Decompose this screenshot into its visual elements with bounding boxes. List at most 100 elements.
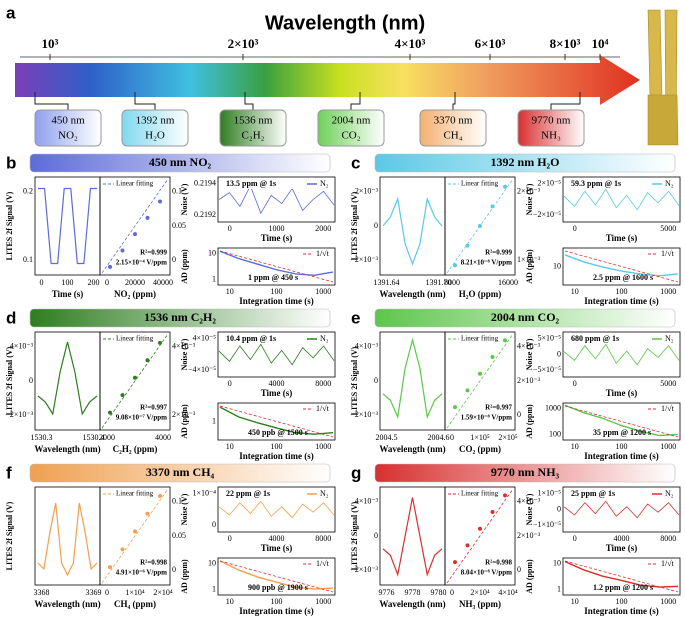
plot-frame bbox=[379, 331, 446, 431]
legend-label: 1/√t bbox=[661, 404, 675, 413]
panel-label: f bbox=[6, 463, 12, 482]
panel-label: g bbox=[351, 463, 361, 482]
x-tick-label: 10 bbox=[571, 442, 579, 451]
ad-line bbox=[564, 254, 679, 277]
wavelength-tick: 10³ bbox=[42, 36, 59, 51]
x-tick-label: 3368 bbox=[34, 588, 50, 597]
plot-frame bbox=[562, 402, 681, 441]
fit-point bbox=[158, 340, 162, 345]
y-tick-label: 2×10⁻³ bbox=[517, 376, 541, 385]
plot-frame bbox=[562, 486, 681, 533]
ad-line bbox=[564, 404, 679, 437]
plot-frame bbox=[217, 486, 336, 533]
y-tick-label: 0 bbox=[557, 349, 561, 358]
panel-label: e bbox=[351, 308, 360, 327]
box-species: NO₂ bbox=[58, 130, 78, 142]
x-axis-label: Time (s) bbox=[606, 543, 638, 553]
x-tick-label: 1530.3 bbox=[31, 433, 53, 442]
box-wavelength: 2004 nm bbox=[332, 115, 371, 127]
y-tick-label: 0.2 bbox=[23, 187, 33, 196]
x-tick-label: 100 bbox=[271, 597, 283, 606]
x-tick-label: 9778 bbox=[405, 588, 421, 597]
wavelength-tick: 8×10³ bbox=[550, 36, 581, 51]
fit-point bbox=[120, 393, 125, 398]
y-tick-label: 0.1 bbox=[23, 255, 33, 264]
y-tick-label: 2×10⁻³ bbox=[517, 187, 541, 196]
y-axis-label: AD (ppm) bbox=[525, 249, 534, 284]
y-tick-label: 1×10⁻⁵ bbox=[537, 489, 561, 498]
y-tick-label: 0 bbox=[374, 221, 378, 230]
x-tick-label: 9776 bbox=[379, 588, 395, 597]
y-axis-label: LITES 2f Signal (V) bbox=[5, 501, 14, 570]
x-axis-label: H₂O (ppm) bbox=[459, 289, 501, 299]
y-tick-label: 4×10⁻³ bbox=[517, 497, 541, 506]
x-axis-label: Time (s) bbox=[606, 233, 638, 243]
y-axis-label: Noise (V) bbox=[180, 493, 189, 525]
x-axis-label: NH₃ (ppm) bbox=[459, 599, 501, 609]
x-tick-label: 0 bbox=[40, 278, 44, 287]
fit-line bbox=[446, 333, 514, 429]
fit-point bbox=[120, 248, 125, 253]
x-tick-label: 16000 bbox=[498, 278, 518, 287]
box-species: NH₃ bbox=[541, 130, 561, 142]
reference-line bbox=[219, 405, 334, 438]
x-tick-label: 2×10⁵ bbox=[498, 433, 518, 442]
y-tick-label: 1×10⁻³ bbox=[517, 255, 541, 264]
title-bar bbox=[29, 463, 331, 483]
ad-note: 900 ppb @ 1900 s bbox=[248, 583, 308, 592]
y-axis-label: LITES 2f Signal (V) bbox=[350, 501, 359, 570]
fit-slope: 8.04×10⁻⁸ V/ppm bbox=[461, 569, 512, 577]
x-tick-label: 3369 bbox=[86, 588, 102, 597]
y-axis-label: LITES 2f Signal (V) bbox=[5, 346, 14, 415]
legend-label: 1/√t bbox=[316, 249, 330, 258]
title-bar bbox=[374, 463, 676, 483]
note-bg bbox=[222, 179, 334, 189]
x-tick-label: 8000 bbox=[315, 534, 331, 543]
y-tick-label: 0 bbox=[517, 565, 521, 574]
species-box bbox=[34, 109, 102, 147]
y-axis-label: Noise (V) bbox=[180, 183, 189, 215]
panel-label: a bbox=[6, 3, 16, 22]
species-box bbox=[317, 109, 385, 147]
signal-line bbox=[38, 187, 97, 265]
reference-line bbox=[564, 405, 679, 438]
y-tick-label: 1 bbox=[557, 584, 561, 593]
y-axis-label: AD (ppm) bbox=[525, 559, 534, 594]
panel-title: 1536 nm C₂H₂ bbox=[144, 310, 216, 324]
fit-point bbox=[503, 493, 507, 498]
x-axis-label: Time (s) bbox=[261, 233, 293, 243]
x-tick-label: 1000 bbox=[315, 287, 331, 296]
signal-line bbox=[382, 497, 443, 577]
species-box bbox=[219, 109, 287, 147]
plot-frame bbox=[562, 331, 681, 378]
x-axis-label: C₂H₂ (ppm) bbox=[113, 444, 158, 454]
fit-point bbox=[490, 510, 495, 515]
fit-point bbox=[133, 375, 137, 380]
box-wavelength: 9770 nm bbox=[532, 115, 571, 127]
y-tick-label: 1×10⁻⁴ bbox=[192, 489, 216, 498]
y-tick-label: −2×10⁻⁵ bbox=[533, 210, 561, 219]
ad-note: 1 ppm @ 450 s bbox=[248, 273, 298, 282]
x-axis-label: Wavelength (nm) bbox=[379, 444, 445, 454]
fit-point bbox=[145, 511, 150, 516]
y-axis-label: AD (ppm) bbox=[525, 404, 534, 439]
x-tick-label: 1000 bbox=[315, 442, 331, 451]
noise-line bbox=[218, 500, 335, 519]
x-tick-label: 0 bbox=[228, 379, 232, 388]
ad-note: 2.5 ppm @ 1600 s bbox=[593, 273, 653, 282]
y-tick-label: 2×10⁻³ bbox=[517, 531, 541, 540]
x-tick-label: 100 bbox=[62, 278, 74, 287]
fit-slope: 9.08×10⁻⁷ V/ppm bbox=[116, 414, 167, 422]
x-tick-label: 4×10⁴ bbox=[498, 588, 518, 597]
y-tick-label: 2×10⁻⁵ bbox=[537, 179, 561, 188]
x-tick-label: 0 bbox=[573, 379, 577, 388]
fit-line bbox=[101, 333, 169, 429]
x-tick-label: 2×10⁴ bbox=[153, 588, 173, 597]
x-tick-label: 10 bbox=[226, 287, 234, 296]
x-tick-label: 8000 bbox=[660, 534, 676, 543]
x-axis-label: Integration time (s) bbox=[584, 451, 658, 461]
connector bbox=[350, 92, 361, 110]
plot-frame bbox=[379, 486, 446, 586]
y-tick-label: 4×10⁻³ bbox=[10, 342, 34, 351]
panel-title: 3370 nm CH₄ bbox=[146, 465, 215, 479]
